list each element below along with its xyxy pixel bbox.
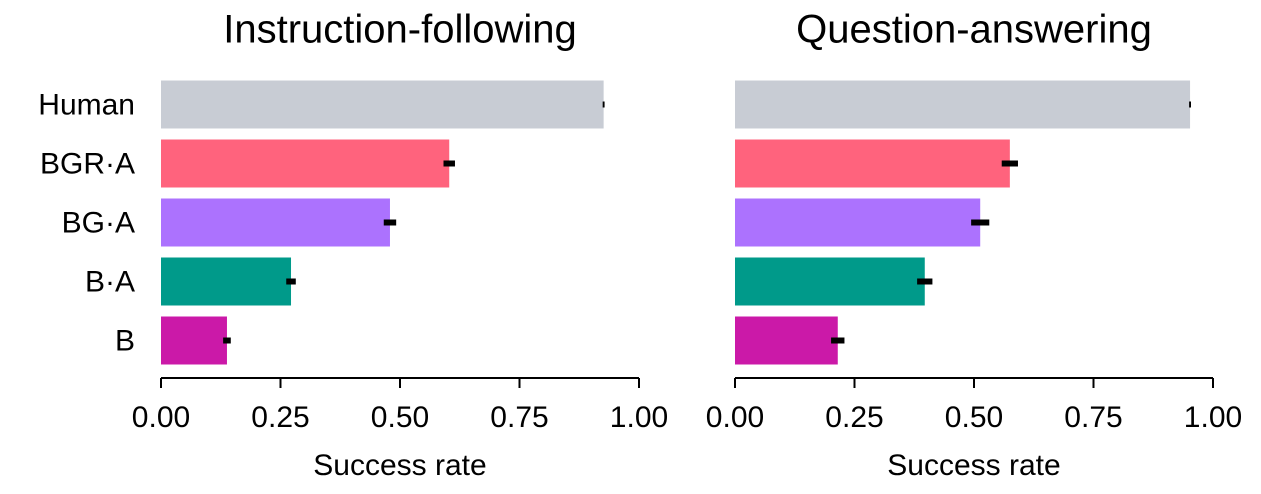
bar	[161, 139, 450, 188]
bar	[161, 80, 604, 129]
bar	[161, 257, 292, 306]
bar	[161, 198, 390, 247]
x-tick-label: 0.75	[1064, 401, 1122, 434]
x-tick-label: 0.50	[371, 401, 429, 434]
x-tick-label: 0.25	[825, 401, 883, 434]
bar	[161, 316, 227, 365]
chart-title: Question-answering	[796, 8, 1152, 52]
bar	[735, 80, 1191, 129]
x-tick-label: 0.75	[490, 401, 548, 434]
y-tick-label: Human	[38, 88, 135, 121]
bar	[735, 316, 838, 365]
x-axis-label: Success rate	[887, 449, 1060, 482]
x-tick-label: 1.00	[610, 401, 668, 434]
bar	[735, 198, 981, 247]
x-tick-label: 1.00	[1184, 401, 1242, 434]
bar	[735, 139, 1010, 188]
x-tick-label: 0.00	[132, 401, 190, 434]
x-tick-label: 0.00	[706, 401, 764, 434]
y-tick-label: B·A	[85, 265, 135, 298]
bar	[735, 257, 925, 306]
x-axis-label: Success rate	[313, 449, 486, 482]
x-tick-label: 0.25	[251, 401, 309, 434]
chart-title: Instruction-following	[223, 8, 577, 52]
x-tick-label: 0.50	[945, 401, 1003, 434]
y-tick-label: BG·A	[62, 206, 135, 239]
y-tick-label: BGR·A	[40, 147, 135, 180]
y-tick-label: B	[115, 324, 135, 357]
